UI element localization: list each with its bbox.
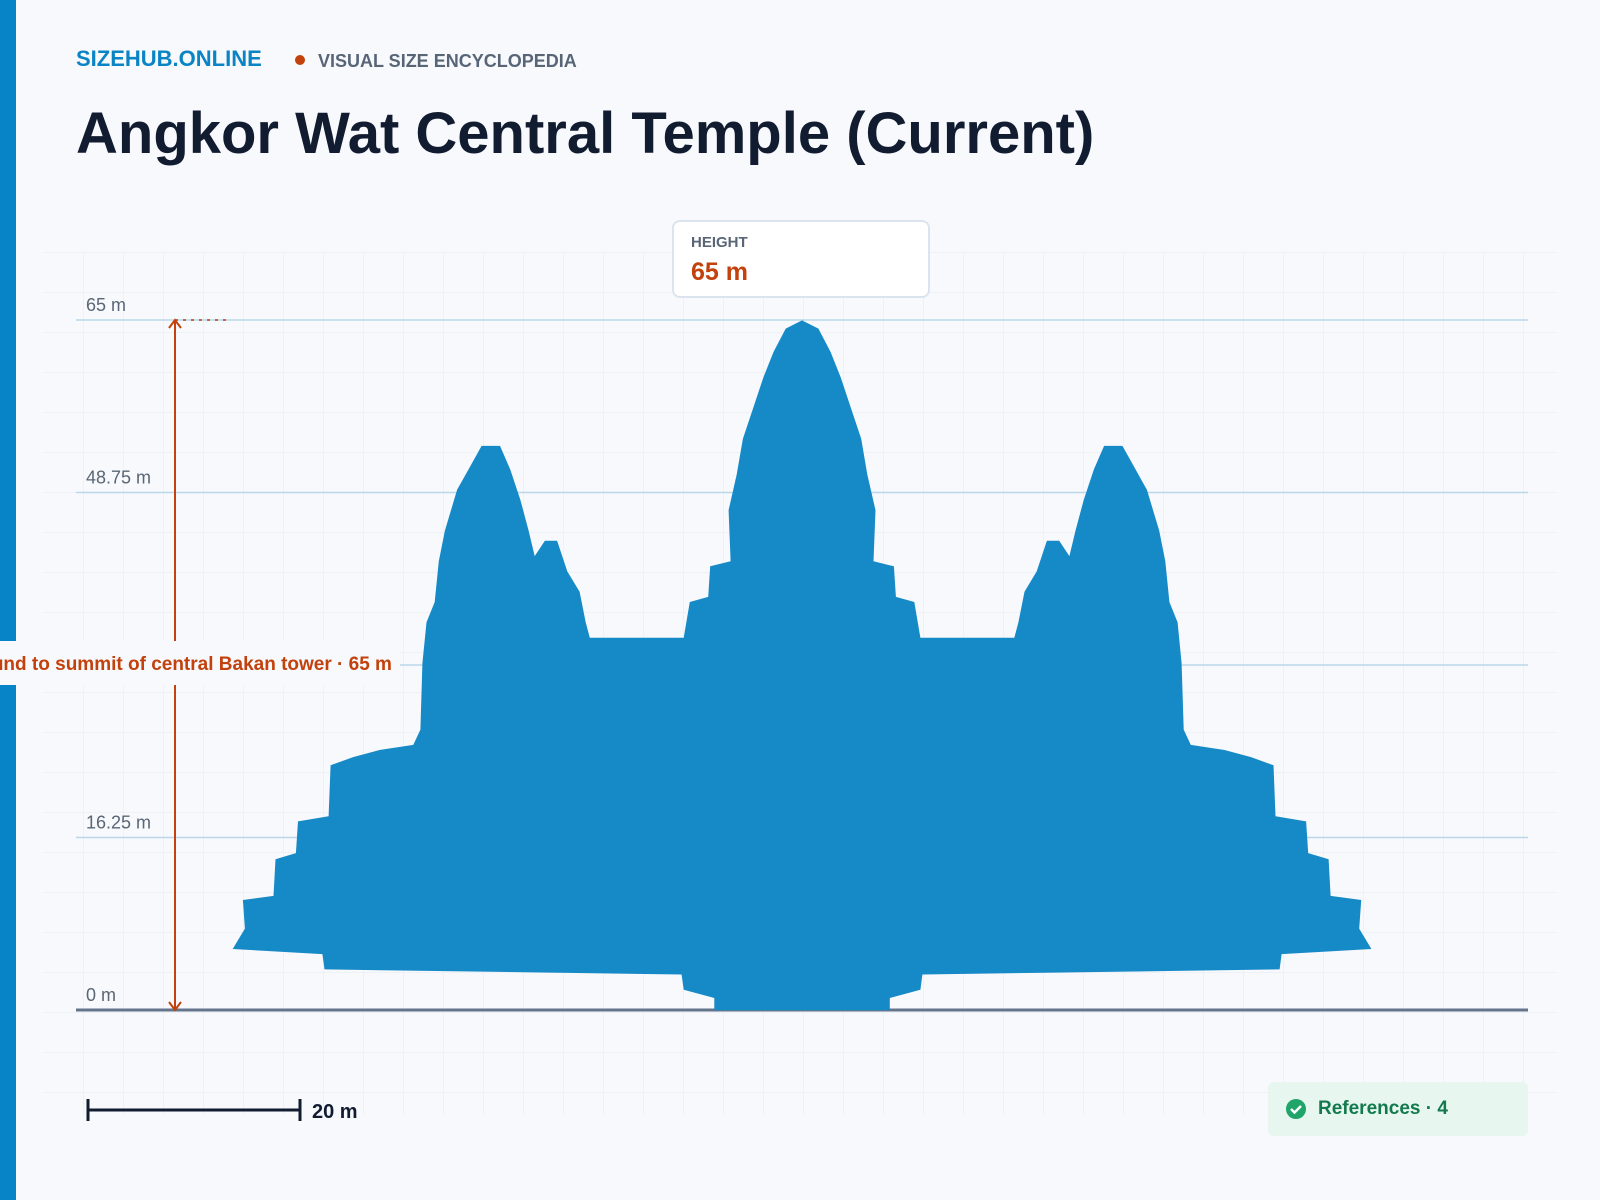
temple-silhouette — [232, 320, 1372, 1011]
references-label: References · 4 — [1318, 1098, 1448, 1119]
references-button[interactable]: References · 4 — [1268, 1082, 1528, 1136]
tagline: VISUAL SIZE ENCYCLOPEDIA — [318, 51, 577, 71]
y-tick-label: 48.75 m — [86, 468, 151, 488]
measure-label: Ground to summit of central Bakan tower … — [0, 654, 392, 675]
y-tick-label: 65 m — [86, 295, 126, 315]
separator-dot — [295, 55, 305, 65]
y-tick-label: 16.25 m — [86, 813, 151, 833]
label-background — [0, 641, 400, 685]
scale-bar: 20 m — [86, 1099, 358, 1123]
stat-value: 65 m — [691, 258, 748, 286]
scale-bar-label: 20 m — [312, 1101, 358, 1123]
stat-label: HEIGHT — [691, 234, 748, 251]
page-title: Angkor Wat Central Temple (Current) — [76, 101, 1095, 166]
arrow-head — [168, 1001, 182, 1012]
y-tick-label: 0 m — [86, 985, 116, 1005]
accent-stripe — [0, 0, 16, 1200]
check-icon — [1286, 1099, 1306, 1119]
height-card: HEIGHT 65 m — [672, 220, 930, 298]
brand[interactable]: SIZEHUB.ONLINE — [76, 46, 262, 71]
